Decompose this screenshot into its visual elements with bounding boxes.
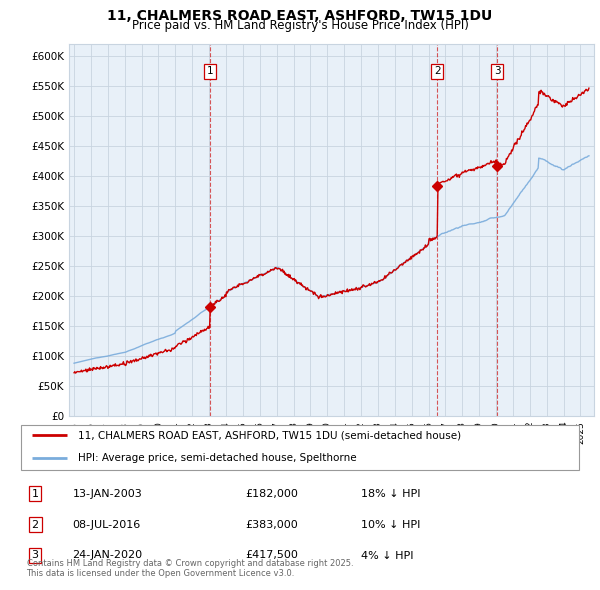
Text: 18% ↓ HPI: 18% ↓ HPI bbox=[361, 489, 420, 499]
Text: 4% ↓ HPI: 4% ↓ HPI bbox=[361, 550, 413, 560]
Text: HPI: Average price, semi-detached house, Spelthorne: HPI: Average price, semi-detached house,… bbox=[79, 454, 357, 464]
Text: 3: 3 bbox=[494, 66, 500, 76]
Text: £417,500: £417,500 bbox=[245, 550, 298, 560]
Text: 2: 2 bbox=[434, 66, 440, 76]
Text: 3: 3 bbox=[32, 550, 38, 560]
Text: £182,000: £182,000 bbox=[245, 489, 298, 499]
Text: 10% ↓ HPI: 10% ↓ HPI bbox=[361, 520, 420, 529]
Text: 24-JAN-2020: 24-JAN-2020 bbox=[73, 550, 143, 560]
Text: 08-JUL-2016: 08-JUL-2016 bbox=[73, 520, 141, 529]
Text: 13-JAN-2003: 13-JAN-2003 bbox=[73, 489, 142, 499]
Text: Price paid vs. HM Land Registry's House Price Index (HPI): Price paid vs. HM Land Registry's House … bbox=[131, 19, 469, 32]
Text: £383,000: £383,000 bbox=[245, 520, 298, 529]
Text: 11, CHALMERS ROAD EAST, ASHFORD, TW15 1DU (semi-detached house): 11, CHALMERS ROAD EAST, ASHFORD, TW15 1D… bbox=[79, 430, 461, 440]
FancyBboxPatch shape bbox=[21, 425, 580, 470]
Text: 1: 1 bbox=[32, 489, 38, 499]
Text: 11, CHALMERS ROAD EAST, ASHFORD, TW15 1DU: 11, CHALMERS ROAD EAST, ASHFORD, TW15 1D… bbox=[107, 9, 493, 23]
Text: Contains HM Land Registry data © Crown copyright and database right 2025.
This d: Contains HM Land Registry data © Crown c… bbox=[26, 559, 353, 578]
Text: 1: 1 bbox=[206, 66, 213, 76]
Text: 2: 2 bbox=[32, 520, 39, 529]
